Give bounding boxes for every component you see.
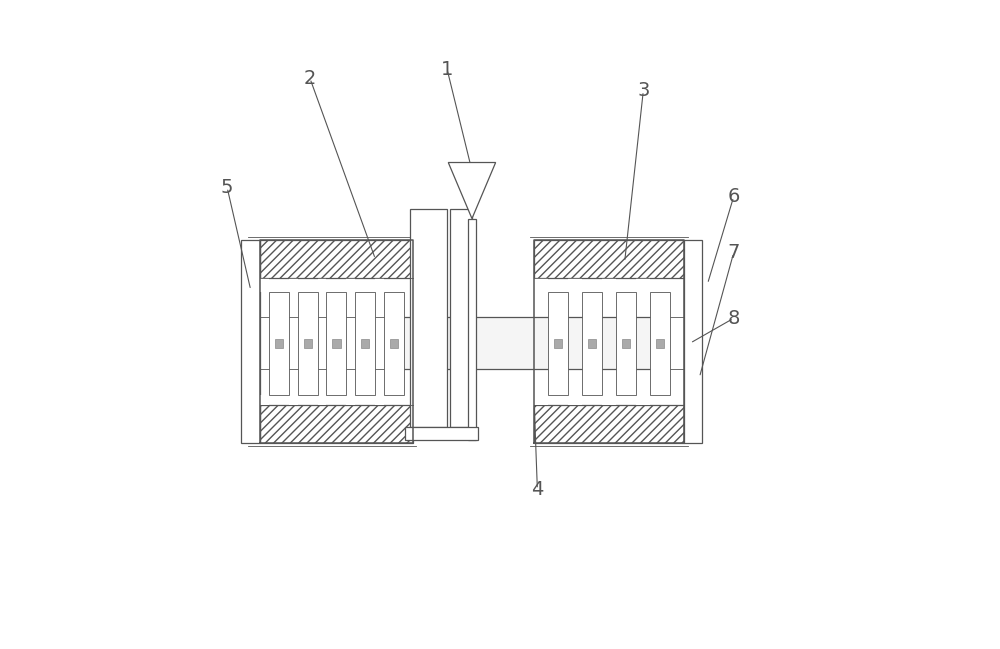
Bar [554,339,562,348]
Bar [636,278,650,292]
Bar [384,292,404,395]
Bar [318,395,326,406]
Bar [534,395,548,406]
Bar [582,292,602,395]
Bar [289,278,298,292]
Bar [450,209,472,427]
Bar [534,406,684,443]
Bar [468,219,476,440]
Bar [355,292,375,395]
Bar [260,406,413,443]
Bar [602,278,616,292]
Bar [241,240,260,443]
Bar [346,278,355,292]
Bar [332,339,341,348]
Bar [622,339,630,348]
Text: 4: 4 [531,480,544,499]
Text: 7: 7 [727,243,740,262]
Bar [602,395,616,406]
Bar [405,427,478,440]
Bar [403,317,668,369]
Bar [650,292,670,395]
Bar [656,339,664,348]
Bar [410,209,447,427]
Text: 2: 2 [304,69,316,88]
Bar [289,395,298,406]
Text: 8: 8 [727,309,740,328]
Bar [260,240,413,278]
Bar [260,395,269,406]
Bar [568,395,582,406]
Bar [298,292,318,395]
Bar [269,292,289,395]
Text: 3: 3 [637,81,649,101]
Bar [568,278,582,292]
Bar [375,278,384,292]
Bar [375,395,384,406]
Bar [534,278,548,292]
Bar [636,395,650,406]
Text: 5: 5 [221,178,233,197]
Bar [318,278,326,292]
Bar [361,339,369,348]
Polygon shape [448,162,496,219]
Bar [275,339,283,348]
Bar [260,278,269,292]
Bar [616,292,636,395]
Bar [684,240,702,443]
Bar [390,339,398,348]
Bar [346,395,355,406]
Bar [304,339,312,348]
Bar [548,292,568,395]
Bar [534,240,684,278]
Text: 1: 1 [441,60,453,79]
Bar [588,339,596,348]
Bar [326,292,346,395]
Text: 6: 6 [727,188,740,206]
